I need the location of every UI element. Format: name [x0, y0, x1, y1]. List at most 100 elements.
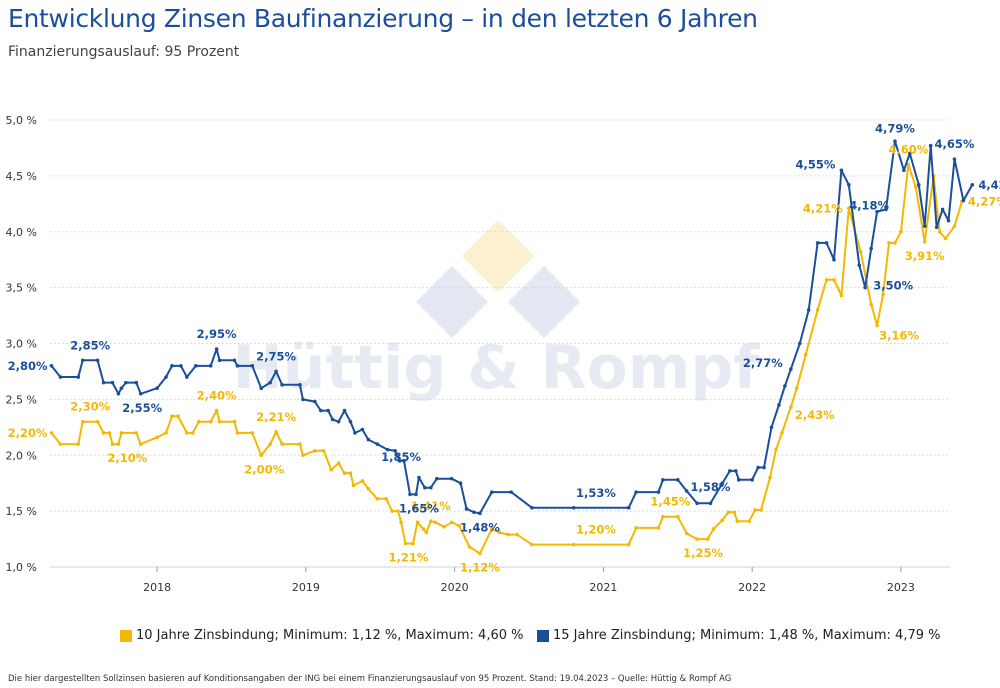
data-point	[235, 364, 240, 368]
data-point	[95, 419, 100, 424]
data-point	[390, 509, 394, 513]
data-point	[937, 229, 942, 234]
data-point	[138, 391, 143, 396]
data-point	[421, 527, 426, 531]
data-point	[116, 442, 121, 446]
data-point	[711, 527, 716, 531]
data-point	[429, 485, 433, 490]
data-point	[893, 241, 897, 245]
gridlines	[50, 119, 950, 568]
data-point	[530, 542, 534, 547]
watermark: Hüttig & Rompf	[233, 220, 761, 403]
data-point	[298, 442, 302, 446]
data-point	[922, 240, 927, 244]
data-point	[49, 364, 54, 368]
data-point	[946, 218, 951, 223]
chart-title: Entwicklung Zinsen Baufinanzierung – in …	[8, 4, 758, 33]
data-point	[442, 524, 447, 529]
data-point	[217, 358, 222, 363]
data-point	[832, 257, 836, 262]
data-point	[858, 250, 863, 254]
data-label-10-jahre: 4,60%	[888, 143, 928, 157]
legend-swatch-blue	[537, 629, 549, 642]
data-point	[449, 476, 454, 481]
legend-swatch-yellow	[120, 629, 132, 642]
data-point	[360, 427, 365, 432]
data-point	[733, 469, 738, 473]
data-point	[887, 241, 891, 245]
data-point	[902, 168, 906, 173]
data-label-15-jahre: 4,18%	[849, 199, 889, 213]
data-point	[434, 476, 439, 481]
data-point	[360, 479, 365, 483]
data-point	[720, 518, 725, 522]
data-point	[348, 419, 353, 424]
data-point	[626, 505, 631, 510]
data-point	[759, 508, 763, 512]
data-point	[661, 514, 665, 519]
data-label-10-jahre: 2,00%	[244, 462, 284, 476]
watermark-text: Hüttig & Rompf	[233, 333, 761, 403]
y-tick-label: 1,0 %	[6, 561, 37, 574]
data-label-10-jahre: 2,40%	[197, 389, 237, 403]
data-point	[312, 448, 317, 453]
data-label-15-jahre: 1,85%	[381, 450, 421, 464]
data-point	[753, 508, 757, 512]
data-point	[656, 526, 661, 530]
data-point	[134, 431, 139, 435]
data-label-10-jahre: 2,43%	[795, 408, 835, 422]
data-label-10-jahre: 1,20%	[576, 523, 616, 537]
data-point	[708, 501, 713, 506]
data-point	[847, 183, 851, 187]
data-point	[49, 431, 54, 435]
data-point	[80, 358, 85, 363]
data-label-15-jahre: 2,77%	[743, 356, 783, 370]
data-point	[399, 520, 403, 525]
y-tick-label: 3,0 %	[6, 338, 37, 351]
data-point	[185, 375, 189, 379]
data-point	[515, 532, 519, 537]
data-point	[756, 465, 760, 470]
data-point	[634, 490, 638, 494]
data-point	[720, 481, 725, 485]
data-point	[274, 429, 278, 434]
y-tick-label: 4,5 %	[6, 170, 37, 183]
data-point	[366, 437, 371, 442]
data-label-15-jahre: 2,80%	[8, 359, 48, 373]
data-point	[952, 224, 957, 228]
y-tick-label: 2,5 %	[6, 393, 37, 406]
data-point	[214, 347, 219, 351]
data-point	[458, 481, 463, 485]
data-point	[312, 399, 317, 404]
data-point	[736, 478, 741, 482]
data-point	[467, 545, 472, 549]
data-point	[336, 419, 341, 424]
data-label-10-jahre: 1,41%	[411, 499, 451, 513]
data-point	[433, 520, 438, 525]
data-point	[164, 431, 168, 435]
data-point	[280, 383, 284, 387]
data-point	[824, 241, 829, 245]
data-point	[684, 531, 689, 536]
data-point	[961, 198, 966, 203]
y-tick-label: 3,5 %	[6, 282, 37, 295]
data-label-10-jahre: 1,21%	[389, 551, 429, 565]
data-point	[408, 492, 412, 497]
data-point	[330, 417, 335, 422]
data-point	[375, 442, 380, 446]
data-point	[250, 431, 255, 435]
data-point	[857, 263, 862, 268]
footer-note: Die hier dargestellten Sollzinsen basier…	[8, 674, 732, 684]
data-point	[101, 380, 106, 385]
data-point	[705, 537, 710, 541]
data-point	[869, 302, 873, 307]
data-point	[806, 308, 811, 312]
data-point	[403, 541, 408, 546]
data-point	[777, 403, 781, 407]
data-point	[884, 207, 888, 212]
data-point	[429, 519, 433, 523]
data-point	[170, 414, 174, 418]
data-point	[478, 551, 482, 556]
data-label-10-jahre: 4,27%	[968, 195, 1000, 209]
legend-item-10-jahre: 10 Jahre Zinsbindung; Minimum: 1,12 %, M…	[120, 628, 523, 643]
